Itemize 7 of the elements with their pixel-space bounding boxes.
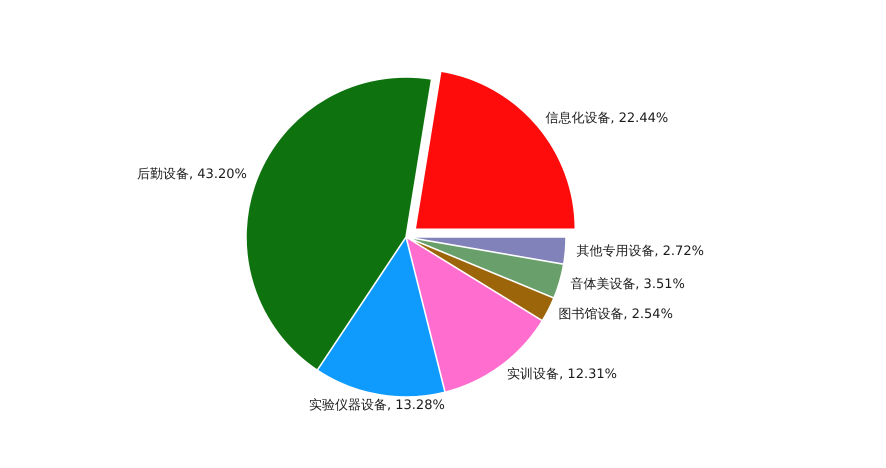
- slice-label: 音体美设备, 3.51%: [570, 276, 685, 292]
- slice-label: 后勤设备, 43.20%: [137, 166, 247, 182]
- slice-label: 实验仪器设备, 13.28%: [308, 398, 445, 413]
- slice-label: 实训设备, 12.31%: [507, 367, 618, 382]
- slice-label: 图书馆设备, 2.54%: [558, 307, 673, 322]
- slice-label: 信息化设备, 22.44%: [545, 110, 668, 126]
- slice-label: 其他专用设备, 2.72%: [576, 244, 704, 259]
